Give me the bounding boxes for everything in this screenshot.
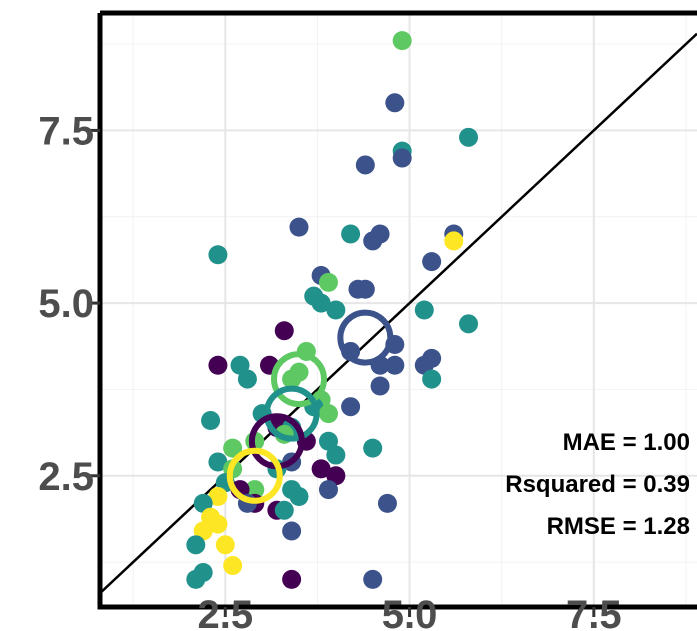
group-mean-ring — [226, 447, 283, 504]
data-point — [282, 569, 302, 589]
data-point — [377, 493, 397, 513]
data-point — [363, 438, 383, 458]
data-point — [311, 459, 331, 479]
x-tick-label: 2.5 — [197, 593, 253, 631]
rsquared-label: Rsquared = 0.39 — [505, 471, 690, 498]
mae-label: MAE = 1.00 — [563, 429, 690, 456]
data-point — [282, 521, 302, 541]
data-point — [385, 93, 405, 113]
x-tick-label: 5.0 — [382, 593, 438, 631]
data-point — [385, 355, 405, 375]
identity-line — [99, 32, 697, 595]
data-point — [414, 300, 434, 320]
data-point — [215, 535, 235, 555]
data-point — [318, 404, 338, 424]
data-point — [459, 127, 479, 147]
data-point — [341, 397, 361, 417]
data-point — [289, 217, 309, 237]
data-point — [208, 355, 228, 375]
y-tick-label: 2.5 — [38, 455, 94, 499]
data-point — [208, 452, 228, 472]
data-point — [444, 231, 464, 251]
data-point — [326, 445, 346, 465]
data-point — [459, 314, 479, 334]
data-point — [186, 535, 206, 555]
data-point — [201, 411, 221, 431]
data-point — [363, 231, 383, 251]
data-point — [326, 300, 346, 320]
data-point — [311, 293, 331, 313]
axes — [90, 10, 697, 617]
data-point — [422, 252, 442, 272]
y-axis-tick-labels: 2.5 5.0 7.5 — [38, 109, 94, 498]
data-point — [318, 480, 338, 500]
data-points — [186, 31, 479, 589]
data-point — [274, 321, 294, 341]
grid — [100, 13, 697, 607]
data-point — [223, 438, 243, 458]
data-point — [392, 31, 412, 51]
data-point — [274, 500, 294, 520]
y-tick-label: 5.0 — [38, 282, 94, 326]
data-point — [355, 155, 375, 175]
x-axis-tick-labels: 2.5 5.0 7.5 — [197, 593, 621, 631]
y-tick-label: 7.5 — [38, 109, 94, 153]
group-mean-ring — [271, 351, 327, 408]
data-point — [363, 569, 383, 589]
data-point — [289, 486, 309, 506]
data-point — [318, 272, 338, 292]
group-mean-ring — [263, 385, 320, 442]
rmse-label: RMSE = 1.28 — [547, 513, 690, 540]
data-point — [186, 569, 206, 589]
x-tick-label: 7.5 — [566, 593, 622, 631]
data-point — [223, 556, 243, 576]
identity-line-group — [99, 32, 697, 595]
data-point — [237, 369, 257, 389]
data-point — [208, 514, 228, 534]
group-mean-ring — [337, 309, 394, 366]
data-point — [348, 279, 368, 299]
data-point — [422, 369, 442, 389]
data-point — [208, 245, 228, 265]
data-point — [392, 148, 412, 168]
data-point — [282, 369, 302, 389]
data-point — [370, 376, 390, 396]
group-mean-rings — [226, 309, 394, 504]
data-point — [341, 224, 361, 244]
metrics-annotation: MAE = 1.00 Rsquared = 0.39 RMSE = 1.28 — [505, 429, 690, 540]
data-point — [208, 486, 228, 506]
